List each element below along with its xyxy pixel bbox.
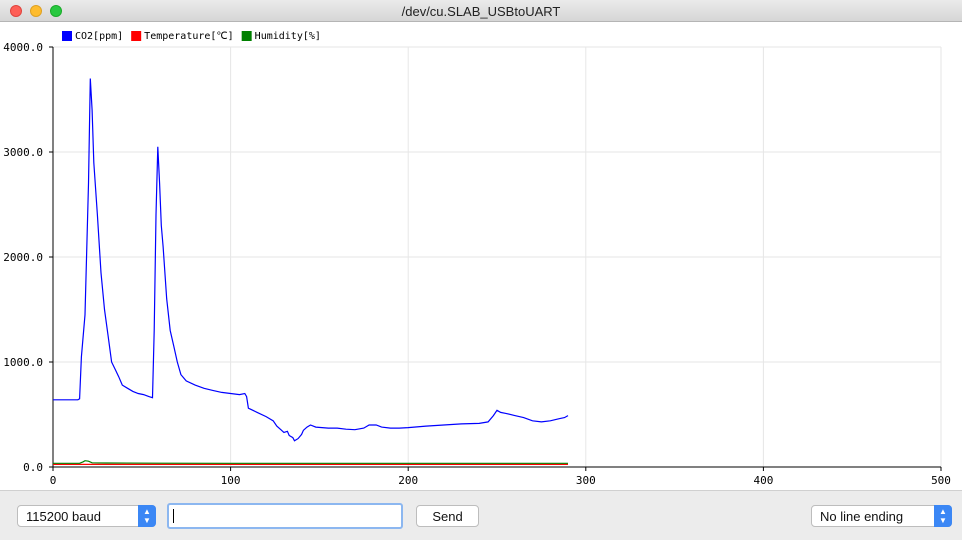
x-tick-label: 400: [753, 474, 773, 487]
series-line: [53, 460, 568, 464]
x-tick-label: 0: [50, 474, 57, 487]
baud-rate-value: 115200 baud: [26, 509, 101, 524]
y-tick-label: 4000.0: [3, 41, 43, 54]
line-ending-select[interactable]: No line ending ▲ ▼: [811, 505, 952, 527]
y-tick-label: 1000.0: [3, 356, 43, 369]
legend-label: CO2[ppm]: [75, 31, 123, 42]
zoom-window-button[interactable]: [50, 5, 62, 17]
title-bar: /dev/cu.SLAB_USBtoUART: [0, 0, 962, 22]
send-button[interactable]: Send: [416, 505, 479, 527]
legend-swatch: [131, 31, 142, 41]
text-caret: [173, 509, 174, 523]
x-tick-label: 100: [221, 474, 241, 487]
series-line: [53, 78, 569, 442]
legend-swatch: [62, 31, 72, 41]
x-tick-label: 300: [576, 474, 596, 487]
baud-rate-select[interactable]: 115200 baud ▲ ▼: [17, 505, 156, 527]
select-arrows-icon: ▲ ▼: [138, 505, 156, 527]
plot-area: 0.0 1000.0 2000.0 3000.0 4000.0 0 100 200 300 400…: [0, 23, 962, 490]
x-tick-label: 500: [931, 474, 951, 487]
chart-svg: 0.0 1000.0 2000.0 3000.0 4000.0 0 100 200 300 400…: [3, 31, 951, 487]
line-ending-value: No line ending: [820, 509, 904, 524]
legend-label: Temperature[℃]: [144, 31, 234, 42]
y-tick-label: 2000.0: [3, 251, 43, 264]
legend-label: Humidity[%]: [255, 31, 321, 42]
legend-swatch: [241, 31, 252, 41]
window-title: /dev/cu.SLAB_USBtoUART: [401, 4, 561, 19]
serial-input-field[interactable]: [167, 503, 403, 529]
x-tick-label: 200: [398, 474, 418, 487]
select-arrows-icon: ▲ ▼: [934, 505, 952, 527]
bottom-toolbar: 115200 baud ▲ ▼ Send No line ending ▲ ▼: [0, 490, 962, 540]
y-tick-label: 3000.0: [3, 146, 43, 159]
close-window-button[interactable]: [10, 5, 22, 17]
y-tick-label: 0.0: [23, 461, 43, 474]
minimize-window-button[interactable]: [30, 5, 42, 17]
